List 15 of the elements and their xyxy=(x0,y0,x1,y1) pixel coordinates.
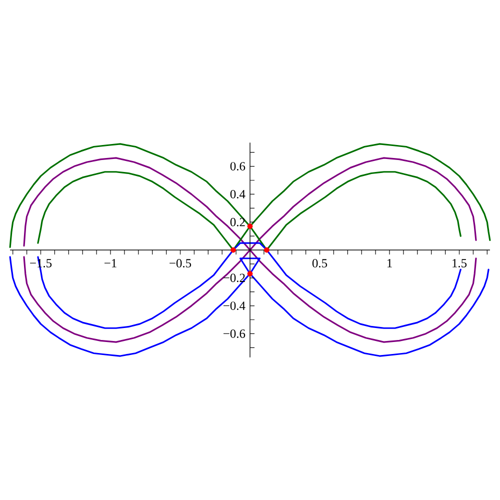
x-tick-label: −1 xyxy=(104,259,116,268)
y-tick-label: −0.2 xyxy=(224,274,245,282)
y-tick-label: −0.4 xyxy=(224,302,246,310)
y-tick-label: 0.6 xyxy=(230,162,246,171)
x-tick-label: −0.5 xyxy=(170,259,192,268)
point xyxy=(264,247,270,253)
y-tick-label: 0.2 xyxy=(230,218,245,226)
x-tick-label: 1 xyxy=(387,259,392,268)
x-tick-label: 0.5 xyxy=(312,259,328,268)
y-tick-label: 0.4 xyxy=(230,190,246,198)
x-tick-label: 1.5 xyxy=(452,259,467,268)
point xyxy=(247,271,253,276)
y-tick-label: −0.6 xyxy=(224,329,246,338)
point xyxy=(230,247,236,253)
point xyxy=(247,224,253,229)
